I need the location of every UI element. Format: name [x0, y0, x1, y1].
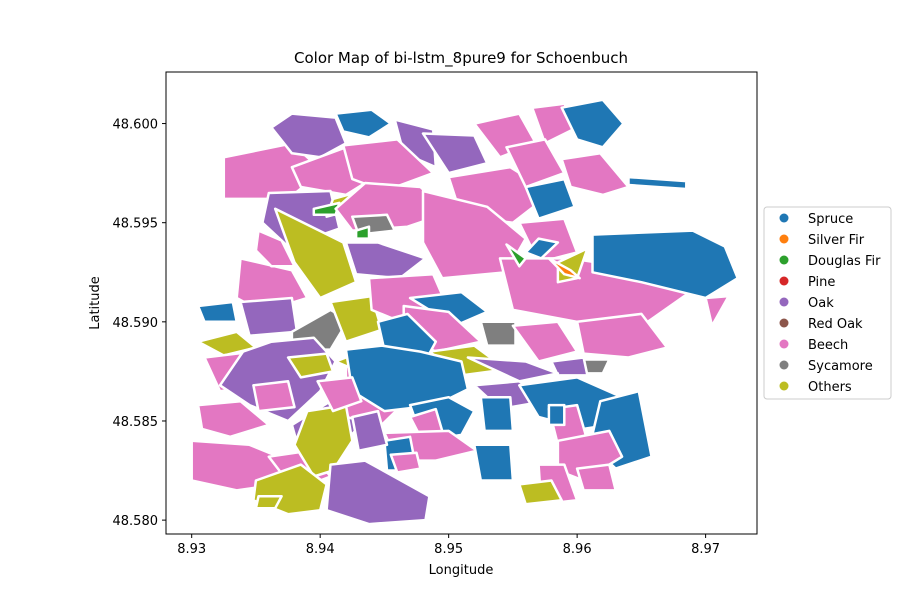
forest-stand-silver-fir — [547, 257, 581, 280]
y-tick-label: 48.600 — [113, 118, 159, 133]
forest-stand-oak — [325, 459, 431, 526]
plot-frame — [165, 71, 758, 535]
forest-stand-oak — [550, 356, 589, 377]
legend-label: Sycamore — [808, 359, 873, 374]
x-tick-label: 8.97 — [691, 542, 720, 557]
forest-stand-spruce — [591, 229, 739, 300]
forest-stand-others — [518, 479, 563, 506]
forest-stand-beech — [389, 451, 422, 474]
forest-stand-spruce — [479, 395, 515, 433]
legend-marker — [779, 255, 789, 265]
forest-stand-spruce — [334, 108, 393, 139]
legend-marker — [779, 276, 789, 286]
forest-stand-spruce — [524, 177, 576, 220]
forest-stand-spruce — [196, 300, 238, 324]
legend-marker — [779, 297, 789, 307]
x-axis-ticks: 8.93 8.94 8.95 8.96 8.97 — [177, 534, 720, 557]
forest-stand-beech — [252, 380, 296, 413]
forest-stand-beech — [575, 463, 617, 492]
forest-stand-oak — [270, 112, 348, 159]
y-tick-label: 48.595 — [113, 217, 159, 232]
x-tick-label: 8.94 — [306, 542, 335, 557]
forest-stand-beech — [505, 138, 566, 189]
x-axis-label: Longitude — [429, 563, 494, 578]
y-tick-label: 48.580 — [113, 514, 159, 529]
legend-marker — [779, 234, 789, 244]
legend-label: Pine — [808, 275, 835, 290]
legend-label: Beech — [808, 338, 848, 353]
forest-stand-spruce — [473, 443, 515, 482]
forest-stand-others — [286, 352, 335, 379]
forest-stand-oak — [344, 241, 427, 280]
forest-stand-oak — [466, 356, 560, 383]
forest-stand-douglas-fir — [354, 225, 371, 240]
forest-stand-douglas-fir — [312, 201, 341, 217]
y-tick-label: 48.585 — [113, 415, 159, 430]
legend-label: Spruce — [808, 212, 853, 227]
forest-stand-spruce — [344, 344, 470, 413]
forest-stand-beech — [511, 320, 579, 363]
legend-label: Others — [808, 380, 852, 395]
x-tick-label: 8.96 — [563, 542, 592, 557]
chart-title: Color Map of bi-lstm_8pure9 for Schoenbu… — [294, 49, 628, 68]
forest-stand-beech — [342, 138, 435, 193]
y-tick-label: 48.590 — [113, 316, 159, 331]
forest-stand-others — [254, 495, 283, 510]
forest-stand-douglas-fir — [505, 243, 527, 268]
forest-stand-beech — [575, 312, 669, 359]
forest-stand-beech — [704, 294, 730, 328]
forest-stand-beech — [316, 376, 363, 413]
legend-label: Oak — [808, 296, 834, 311]
forest-stand-spruce — [524, 237, 560, 260]
map-regions — [190, 98, 739, 526]
x-tick-label: 8.95 — [434, 542, 463, 557]
x-tick-label: 8.93 — [177, 542, 206, 557]
legend-marker — [779, 213, 789, 223]
legend-marker — [779, 360, 789, 370]
legend: Spruce Silver Fir Douglas Fir Pine Oak Red Oa… — [763, 206, 892, 400]
forest-stand-others — [273, 207, 358, 300]
legend-box — [763, 206, 892, 400]
forest-stand-spruce — [560, 98, 625, 149]
legend-label: Douglas Fir — [808, 254, 881, 269]
forest-stand-sycamore — [479, 320, 517, 347]
forest-stand-oak — [351, 409, 389, 452]
legend-marker — [779, 381, 789, 391]
legend-label: Silver Fir — [808, 233, 865, 248]
forest-stand-beech — [254, 229, 296, 268]
legend-marker — [779, 318, 789, 328]
legend-marker — [779, 339, 789, 349]
forest-stand-spruce — [547, 403, 566, 427]
y-axis-ticks: 48.580 48.585 48.590 48.595 48.600 — [113, 118, 166, 529]
forest-stand-oak — [239, 296, 299, 337]
y-axis-label: Latitude — [88, 276, 103, 330]
forest-stand-beech — [560, 152, 630, 197]
forest-stand-beech — [196, 399, 271, 439]
forest-stand-oak — [421, 132, 489, 175]
forest-stand-spruce — [627, 175, 688, 191]
legend-label: Red Oak — [808, 317, 863, 332]
